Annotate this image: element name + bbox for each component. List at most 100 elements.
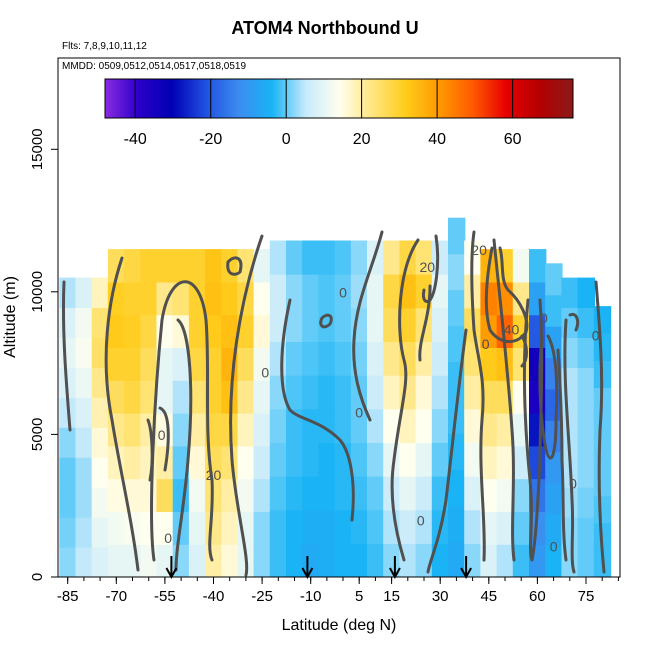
x-tick-label: 15 [383,588,400,605]
heatmap-cell [577,457,595,488]
heatmap-cell [188,478,207,512]
contour-line [418,234,440,362]
heatmap-cell [561,517,579,548]
dates-note: MMDD: 0509,0512,0514,0517,0518,0519 [62,61,247,72]
heatmap-cell [59,367,77,398]
heatmap-cell [286,442,304,477]
heatmap-cell [334,341,352,376]
heatmap-cell [172,281,191,316]
y-tick-label: 0 [29,573,46,581]
contour-line [150,280,214,562]
heatmap-cell [415,476,433,511]
heatmap-cell [350,274,369,309]
heatmap-cell [188,380,207,414]
heatmap-cell [124,281,142,316]
contour-line [61,280,72,432]
heatmap-cell [480,380,498,414]
heatmap-cell [577,337,595,368]
heatmap-cell [512,544,531,577]
heatmap-cell [399,543,417,577]
heatmap-cell [415,375,433,410]
heatmap-cell [545,482,563,515]
heatmap-cell [188,511,207,545]
heatmap-cell [286,341,304,376]
heatmap-cell [383,543,401,577]
heatmap-cell [334,476,352,511]
heatmap-cell [205,544,223,577]
heatmap-cell [172,347,191,381]
heatmap-cell [156,281,174,316]
heatmap-cell [124,445,142,480]
heatmap-cell [253,380,271,414]
heatmap-cell [205,380,223,414]
heatmap-cell [253,249,271,283]
heatmap-cell [512,478,531,512]
heatmap-cell [431,307,450,342]
heatmap-cell [253,445,271,480]
heatmap-cell [431,442,450,477]
heatmap-cell [448,253,466,291]
heatmap-cell [302,375,320,410]
contour-line [229,234,264,577]
heatmap-cell [253,544,271,577]
contour-labels: 0 20 0 0 0 0 20 0 20 0 40 0 0 0 0 [158,242,600,554]
heatmap-cell [415,509,433,544]
colorbar [104,78,574,119]
heatmap-cell [221,281,239,316]
heatmap-cell [140,281,158,316]
heatmap-cell [593,441,612,470]
heatmap-cell [577,367,595,398]
heatmap-cell [59,427,77,458]
heatmap-cell [286,509,304,544]
heatmap-cell [253,314,271,348]
x-tick-label: -40 [203,588,225,605]
heatmap-cell [512,445,531,480]
plot-frame [57,57,621,578]
contour-layer [61,230,606,577]
heatmap-cell [107,544,126,577]
heatmap-cell [383,274,401,309]
contour-label: 0 [569,476,577,492]
heatmap-cell [448,541,466,577]
heatmap-cell [496,511,514,545]
heatmap-cell [172,380,191,414]
heatmap-cell [464,442,482,477]
heatmap-cell [350,476,369,511]
heatmap-cell [59,277,77,309]
heatmap-cell [286,476,304,511]
heatmap-cell [205,249,223,283]
heatmap-cell [415,341,433,376]
heatmap-cell [577,487,595,518]
heatmap-cell [480,445,498,480]
heatmap-cell [107,314,126,348]
heatmap-cell [188,314,207,348]
heatmap-cell [561,277,579,309]
heatmap-cell [91,397,110,428]
heatmap-cell [367,408,385,443]
heatmap-cell [75,457,93,488]
heatmap-cell [59,337,77,368]
heatmap-cell [383,240,401,275]
heatmap-cell [269,240,288,275]
heatmap-cell [188,281,207,316]
heatmap-cell [205,347,223,381]
heatmap-cell [318,442,336,477]
heatmap-cell [302,307,320,342]
x-axis: -85 -70 -55 -40 -25 -10 5 15 30 45 60 75 [57,577,619,605]
heatmap-cell [399,341,417,376]
heatmap-cell [448,469,466,506]
heatmap-cell [269,509,288,544]
contour-line [104,256,140,572]
heatmap-cell [221,249,239,283]
heatmap-cell [140,249,158,283]
heatmap-cell [464,476,482,511]
heatmap-cell [302,341,320,376]
heatmap-cell [318,375,336,410]
heatmap-cell [545,388,563,421]
heatmap-cell [496,445,514,480]
heatmap-cell [205,511,223,545]
contour-line [556,348,568,562]
heatmap-cell [124,347,142,381]
heatmap-cell [399,476,417,511]
heatmap-cell [529,511,547,545]
